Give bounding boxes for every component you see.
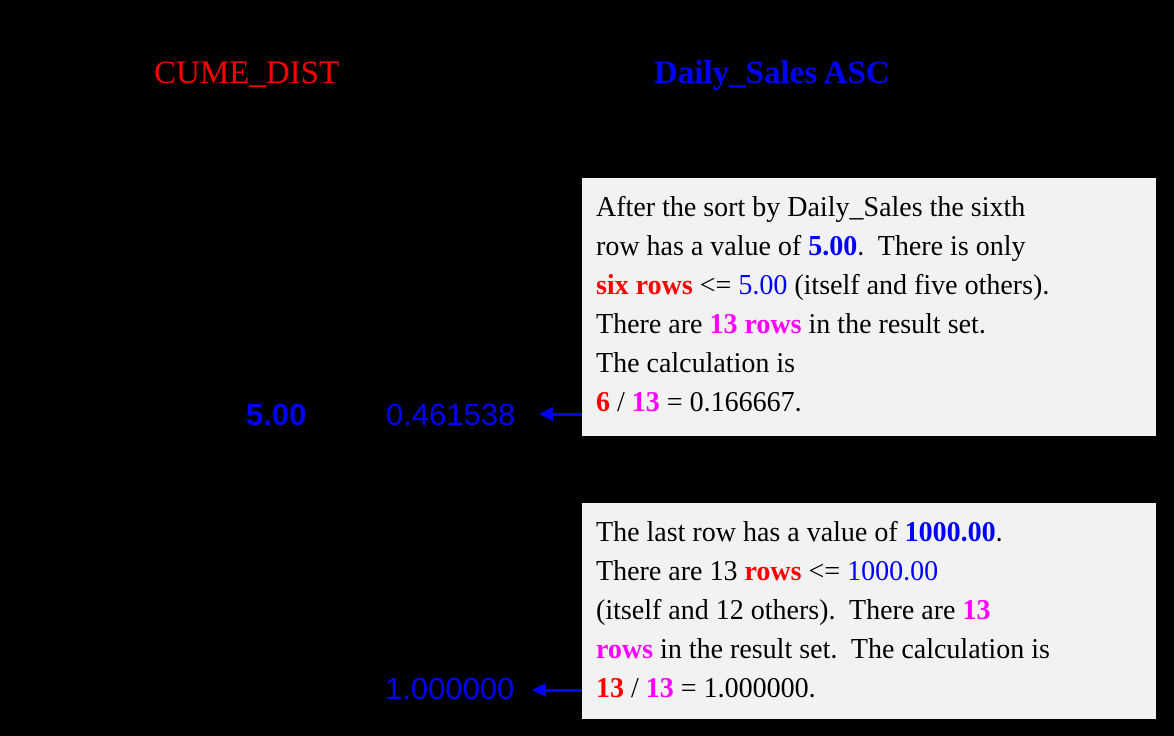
text-segment: The last row has a value of — [596, 517, 905, 548]
text-segment: / — [610, 387, 632, 418]
annotation-line: rows in the result set. The calculation … — [596, 630, 1142, 669]
last-row-left-arrow-icon — [532, 683, 583, 697]
text-segment: . — [995, 517, 1003, 548]
text-segment: / — [624, 673, 646, 704]
annotation-line: row has a value of 5.00. There is only — [596, 227, 1142, 266]
annotation-line: six rows <= 5.00 (itself and five others… — [596, 266, 1142, 305]
arrow-shaft — [553, 412, 583, 416]
text-segment: 13 — [962, 595, 991, 626]
annotation-line: After the sort by Daily_Sales the sixth — [596, 188, 1142, 227]
text-segment: . There is only — [857, 231, 1026, 262]
text-segment: There are 13 — [596, 556, 745, 587]
annotation-line: 6 / 13 = 0.166667. — [596, 383, 1142, 422]
text-segment: = 0.166667. — [659, 387, 802, 418]
text-segment: 5.00 — [808, 231, 858, 262]
text-segment: <= — [692, 270, 739, 301]
text-segment: in the result set. — [801, 309, 986, 340]
text-segment: There are — [596, 309, 710, 340]
annotation-line: 13 / 13 = 1.000000. — [596, 669, 1142, 708]
cume-dist-label: CUME_DIST — [154, 55, 340, 91]
text-segment: (itself and 12 others). There are — [596, 595, 963, 626]
annotation-line: The calculation is — [596, 344, 1142, 383]
text-segment: 6 — [596, 387, 610, 418]
text-segment: 13 — [631, 387, 660, 418]
text-segment: six rows — [596, 270, 693, 301]
text-segment: (itself and five others). — [787, 270, 1050, 301]
text-segment: row has a value of — [596, 231, 809, 262]
last-row-cume-dist-value: 1.000000 — [385, 671, 515, 706]
sixth-row-callout: After the sort by Daily_Sales the sixth r… — [582, 178, 1156, 436]
sixth-row-cume-dist-value: 0.461538 — [386, 397, 516, 432]
text-segment: 1000.00 — [847, 556, 939, 587]
text-segment: = 1.000000. — [673, 673, 816, 704]
text-segment: rows — [744, 556, 802, 587]
text-segment: The calculation is — [596, 348, 796, 379]
sixth-row-left-arrow-icon — [539, 407, 583, 421]
arrowhead — [532, 683, 546, 697]
annotation-line: There are 13 rows <= 1000.00 — [596, 552, 1142, 591]
daily-sales-asc-label: Daily_Sales ASC — [654, 55, 890, 91]
annotation-line: There are 13 rows in the result set. — [596, 305, 1142, 344]
text-segment: rows — [596, 634, 654, 665]
arrow-shaft — [546, 688, 583, 692]
arrowhead — [539, 407, 553, 421]
text-segment: <= — [801, 556, 848, 587]
text-segment: 5.00 — [738, 270, 788, 301]
text-segment: in the result set. The calculation is — [653, 634, 1050, 665]
annotation-line: (itself and 12 others). There are 13 — [596, 591, 1142, 630]
text-segment: After the sort by Daily_Sales the sixth — [596, 192, 1026, 223]
sixth-row-daily-sales-value: 5.00 — [246, 397, 307, 432]
annotation-line: The last row has a value of 1000.00. — [596, 513, 1142, 552]
text-segment: 13 — [645, 673, 674, 704]
text-segment: 13 — [596, 673, 624, 704]
text-segment: 13 rows — [709, 309, 802, 340]
last-row-callout: The last row has a value of 1000.00. Ther… — [582, 503, 1156, 719]
text-segment: 1000.00 — [904, 517, 996, 548]
